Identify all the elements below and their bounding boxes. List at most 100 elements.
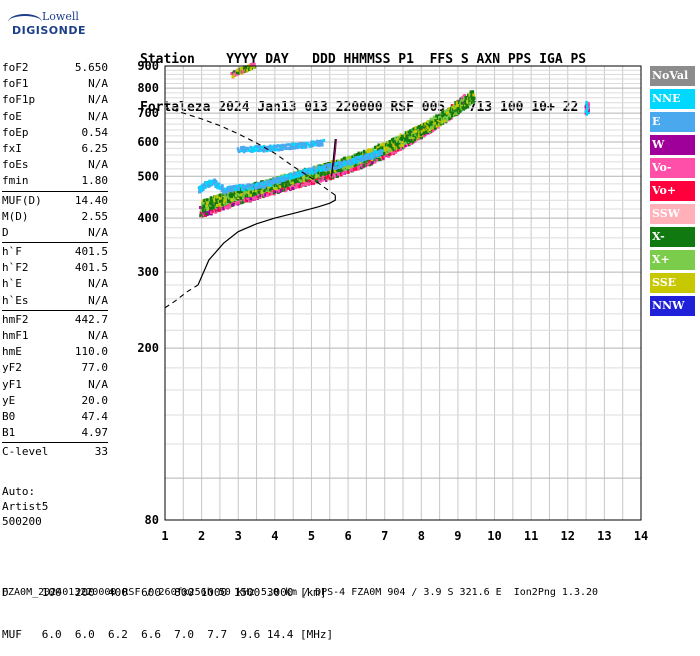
echo-point [209, 203, 212, 207]
param-row: yF2 77.0 [2, 360, 108, 376]
echo-point [270, 145, 273, 149]
echo-point [235, 200, 238, 204]
echo-point [256, 144, 260, 148]
echo-point [387, 143, 390, 147]
echo-point [333, 166, 336, 170]
param-separator [2, 442, 108, 444]
echo-point [394, 149, 398, 152]
param-label: h`Es [2, 293, 29, 307]
echo-point [396, 139, 399, 143]
echo-point [418, 137, 421, 140]
x-tick-label: 11 [524, 529, 538, 543]
echo-point [464, 106, 467, 110]
echo-point [223, 201, 226, 205]
legend-item: X+ [650, 250, 695, 270]
echo-point [328, 167, 332, 171]
y-tick-label: 700 [137, 106, 159, 120]
echo-point [382, 155, 385, 159]
echo-point [426, 120, 430, 124]
echo-point [327, 166, 330, 170]
echo-point [379, 151, 382, 155]
echo-point [462, 106, 465, 110]
echo-point [265, 145, 268, 149]
echo-point [380, 149, 384, 153]
echo-point [251, 187, 254, 191]
param-row: fxI 6.25 [2, 141, 108, 157]
echo-point [383, 152, 386, 156]
echo-point [279, 178, 282, 182]
echo-point [404, 144, 407, 148]
echo-point [453, 113, 456, 117]
echo-point [399, 144, 402, 148]
param-value: 14.40 [74, 193, 108, 207]
echo-point [424, 122, 427, 126]
echo-point [410, 141, 413, 145]
param-value: 110.0 [74, 345, 108, 359]
echo-point [404, 131, 408, 135]
echo-point [235, 202, 239, 206]
param-row: B1 4.97 [2, 425, 108, 441]
echo-point [284, 183, 288, 187]
echo-point [367, 155, 370, 159]
echo-point [292, 146, 295, 149]
echo-point [375, 154, 379, 158]
echo-point [383, 145, 386, 149]
param-value: 4.97 [81, 426, 109, 440]
echo-point [226, 199, 230, 203]
echo-point [273, 148, 277, 151]
echo-point [235, 194, 238, 198]
echo-point [267, 146, 270, 150]
echo-point [414, 139, 417, 143]
echo-point [284, 177, 288, 181]
echo-point [274, 177, 277, 181]
param-label: hmE [2, 345, 22, 359]
echo-point [399, 133, 402, 137]
echo-point [346, 165, 350, 169]
echo-point [350, 156, 353, 160]
echo-point [368, 153, 371, 156]
echo-point [455, 112, 458, 115]
echo-point [249, 188, 253, 192]
echo-point [354, 163, 358, 166]
echo-point [438, 116, 441, 120]
echo-point [584, 109, 588, 113]
param-row: MUF(D) 14.40 [2, 193, 108, 209]
y-tick-label: 200 [137, 341, 159, 355]
echo-point [310, 182, 314, 186]
echo-point [430, 126, 433, 130]
echo-point [302, 145, 306, 149]
param-label: yF2 [2, 361, 22, 375]
echo-point [310, 167, 313, 171]
param-value: N/A [88, 225, 108, 239]
echo-point [470, 97, 473, 101]
echo-point [412, 131, 415, 135]
echo-point [298, 184, 302, 188]
density-profile-solid [197, 195, 336, 286]
param-label: fxI [2, 141, 22, 155]
echo-point [256, 148, 259, 151]
echo-point [468, 93, 472, 97]
param-value: N/A [88, 93, 108, 107]
echo-point [397, 148, 400, 152]
echo-point [394, 142, 398, 146]
echo-point [320, 172, 324, 176]
echo-point [290, 145, 293, 149]
echo-point [218, 199, 222, 203]
logo-swoosh [8, 14, 42, 30]
echo-point [276, 180, 280, 184]
echo-point [205, 212, 209, 215]
echo-point [259, 148, 262, 152]
echo-point [225, 189, 228, 193]
echo-point [308, 168, 312, 172]
y-tick-label: 500 [137, 169, 159, 183]
echo-point [238, 150, 241, 154]
echo-point [319, 170, 323, 174]
echo-point [218, 208, 221, 212]
echo-point [226, 205, 229, 209]
echo-point [213, 204, 216, 208]
file-info: FZA0M_2024013220000.RSF / 260fx256h 50 k… [2, 587, 599, 598]
echo-point [359, 162, 362, 166]
echo-point [323, 174, 326, 178]
echo-point [306, 174, 310, 178]
echo-point [392, 140, 395, 144]
